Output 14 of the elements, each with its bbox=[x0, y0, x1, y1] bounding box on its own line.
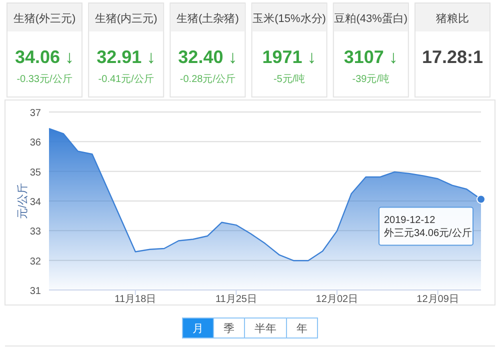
y-tick-label: 35 bbox=[30, 167, 42, 178]
x-tick-label: 12月02日 bbox=[316, 294, 358, 305]
y-tick-label: 37 bbox=[30, 108, 42, 119]
y-tick-label: 33 bbox=[30, 226, 42, 238]
x-tick-label: 11月25日 bbox=[215, 294, 257, 305]
y-tick-label: 36 bbox=[30, 138, 42, 149]
annotation: 2019-12-12 外三元34.06元/公斤 bbox=[384, 215, 472, 240]
y-tick-label: 34 bbox=[30, 197, 42, 208]
y-tick-label: 32 bbox=[30, 256, 42, 268]
y-tick-label: 31 bbox=[30, 286, 42, 297]
y-axis-title: 元/公斤 bbox=[16, 182, 29, 220]
tooltip: 2019-12-12 外三元34.06元/公斤 bbox=[378, 194, 486, 246]
x-tick-label: 11月18日 bbox=[114, 294, 156, 305]
x-tick-label: 12月09日 bbox=[416, 294, 459, 305]
